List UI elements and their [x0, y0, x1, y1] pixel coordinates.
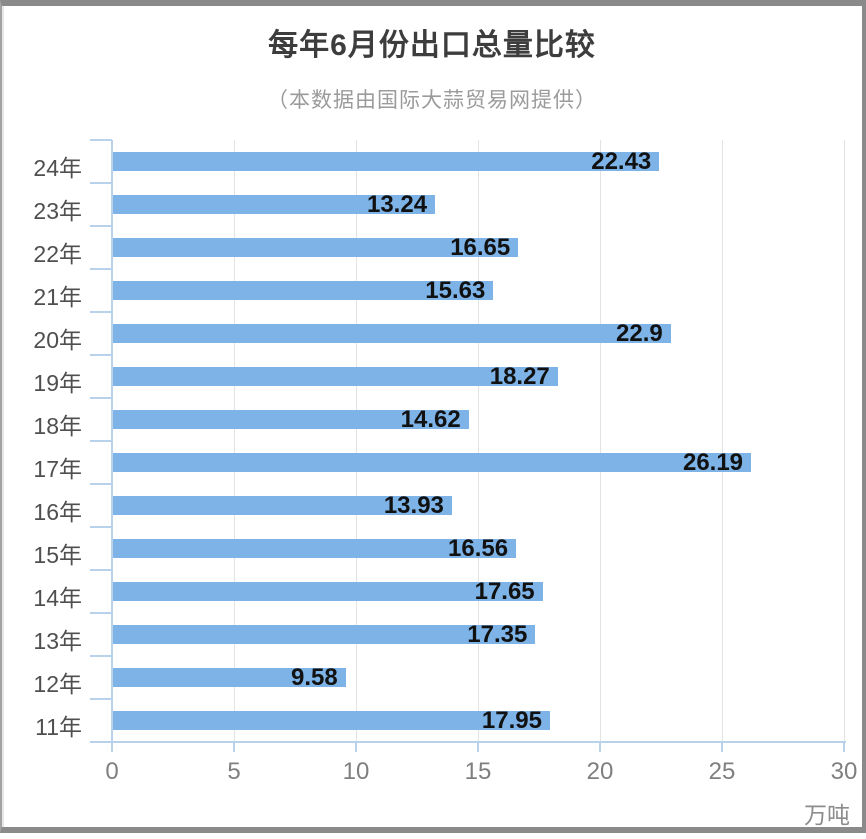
y-axis-tick-mark — [90, 311, 112, 313]
bar-value-label: 9.58 — [291, 663, 338, 691]
plot-region: 22.43 24年 13.24 23年 16.65 22年 15.63 21年 22.9 20年 1… — [2, 6, 866, 839]
y-axis-label: 17年 — [33, 455, 82, 482]
bar-value-label: 13.24 — [366, 190, 428, 218]
y-axis-label: 12年 — [33, 670, 82, 697]
gridline-x30 — [843, 140, 845, 741]
chart-bar: 17.95 — [112, 707, 550, 734]
x-axis-tick-label: 25 — [708, 758, 736, 785]
y-axis-label: 19年 — [33, 369, 82, 396]
y-axis-label: 22年 — [33, 240, 82, 267]
gridline-x25 — [721, 140, 723, 741]
bar-value-label: 14.62 — [400, 405, 461, 433]
y-axis-label: 15年 — [33, 541, 82, 568]
gridline-x20 — [599, 140, 601, 741]
bar-value-label: 22.9 — [616, 319, 663, 347]
bar-value-label: 16.65 — [450, 233, 511, 261]
x-axis-unit-label: 万吨 — [804, 802, 850, 828]
y-axis-label: 23年 — [33, 197, 82, 224]
bar-value-label: 17.35 — [467, 620, 528, 648]
chart-bar: 13.24 — [112, 191, 436, 218]
y-axis-tick-mark — [90, 225, 112, 227]
x-axis-tick-mark — [477, 741, 479, 752]
y-axis-tick-mark — [90, 139, 112, 141]
y-axis-tick-mark — [90, 698, 112, 700]
chart-bar: 14.62 — [112, 406, 469, 433]
x-axis-tick-mark — [599, 741, 601, 752]
y-axis-tick-mark — [90, 612, 112, 614]
chart-bar: 13.93 — [112, 492, 452, 519]
y-axis-label: 13年 — [33, 627, 82, 654]
y-axis-tick-mark — [90, 483, 112, 485]
bar-value-label: 13.93 — [383, 491, 444, 519]
chart-bar: 16.65 — [112, 234, 519, 261]
y-axis-tick-mark — [90, 182, 112, 184]
chart-title: 每年6月份出口总量比较 — [268, 29, 596, 62]
x-axis-tick-mark — [355, 741, 357, 752]
chart-bar: 22.43 — [112, 148, 660, 175]
y-axis-label: 11年 — [35, 713, 82, 740]
y-axis-tick-mark — [90, 354, 112, 356]
bar-value-label: 26.19 — [682, 448, 744, 476]
chart-bar: 17.35 — [112, 621, 536, 648]
card-left-edge — [2, 6, 4, 827]
gridline-x15 — [477, 140, 479, 741]
bar-value-label: 16.56 — [448, 534, 509, 562]
x-axis-tick-label: 10 — [342, 758, 370, 785]
x-axis-tick-mark — [233, 741, 235, 752]
y-axis-tick-mark — [90, 569, 112, 571]
bar-value-label: 22.43 — [591, 147, 652, 175]
chart-bar: 22.9 — [112, 320, 671, 347]
x-axis-tick-label: 5 — [227, 758, 241, 785]
y-axis-tick-mark — [90, 397, 112, 399]
y-axis-line — [111, 140, 113, 752]
y-axis-tick-mark — [90, 526, 112, 528]
gridline-x10 — [355, 140, 357, 741]
y-axis-label: 20年 — [33, 326, 82, 353]
chart-bar: 18.27 — [112, 363, 558, 390]
x-axis-tick-label: 20 — [586, 758, 614, 785]
y-axis-tick-mark — [90, 268, 112, 270]
chart-bar: 9.58 — [112, 664, 346, 691]
chart-bar: 15.63 — [112, 277, 494, 304]
chart-bar: 17.65 — [112, 578, 543, 605]
x-axis-line — [90, 741, 846, 743]
y-axis-label: 24年 — [33, 154, 82, 181]
x-axis-tick-label: 0 — [105, 758, 119, 785]
y-axis-label: 18年 — [33, 412, 82, 439]
bar-value-label: 18.27 — [489, 362, 550, 390]
bar-value-label: 15.63 — [425, 276, 486, 304]
x-axis-tick-mark — [721, 741, 723, 752]
x-axis-tick-label: 15 — [464, 758, 492, 785]
gridline-x5 — [233, 140, 235, 741]
y-axis-label: 16年 — [33, 498, 82, 525]
x-axis-tick-mark — [843, 741, 845, 752]
y-axis-tick-mark — [90, 655, 112, 657]
y-axis-label: 21年 — [33, 283, 82, 310]
x-axis-tick-label: 30 — [830, 758, 858, 785]
y-axis-label: 14年 — [33, 584, 82, 611]
bar-value-label: 17.65 — [474, 577, 535, 605]
chart-bar: 26.19 — [112, 449, 752, 476]
chart-subtitle: （本数据由国际大蒜贸易网提供） — [267, 89, 597, 112]
bar-value-label: 17.95 — [481, 706, 542, 734]
chart-bar: 16.56 — [112, 535, 517, 562]
y-axis-tick-mark — [90, 440, 112, 442]
